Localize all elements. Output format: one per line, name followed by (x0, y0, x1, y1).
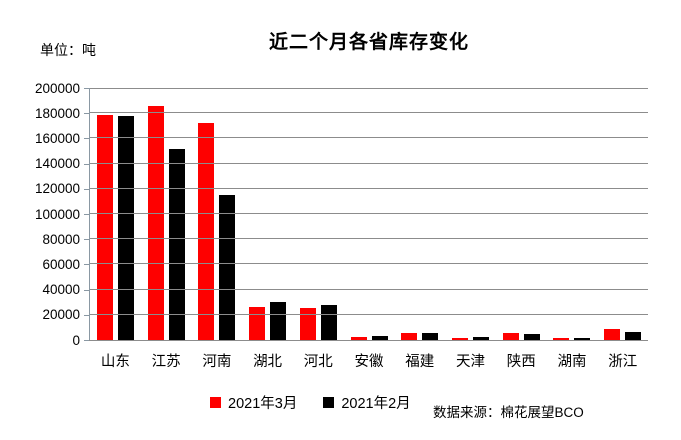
y-axis-label: 40000 (42, 282, 80, 298)
category-group (394, 88, 445, 340)
category-group (293, 88, 344, 340)
y-axis-label: 120000 (34, 181, 80, 197)
x-axis-line (89, 340, 648, 341)
x-axis-label: 天津 (456, 354, 485, 370)
y-axis-label: 200000 (34, 80, 80, 96)
bar (320, 304, 337, 340)
x-axis-label: 山东 (100, 354, 130, 370)
bar (422, 333, 439, 340)
gridline (90, 112, 648, 114)
y-axis-label: 100000 (34, 206, 80, 222)
x-axis-label: 江苏 (151, 354, 181, 370)
gridline (90, 313, 648, 315)
bar (249, 306, 266, 340)
gridline (90, 88, 648, 89)
data-source: 数据来源：棉花展望BCO (433, 405, 584, 420)
gridline (90, 187, 648, 189)
legend-item: 2021年3月 (210, 392, 297, 413)
gridline (90, 162, 648, 164)
y-tick-mark (84, 188, 89, 190)
x-axis-label: 安徽 (354, 354, 384, 370)
category-group (445, 88, 496, 340)
legend-swatch-icon (210, 397, 221, 408)
bar (604, 329, 621, 340)
bar-groups (90, 88, 648, 340)
bar (553, 337, 570, 340)
chart-title: 近二个月各省库存变化 (268, 32, 469, 53)
y-tick-mark (84, 264, 89, 266)
category-group (191, 88, 242, 340)
y-axis-label: 0 (72, 332, 80, 348)
gridline (90, 213, 648, 214)
y-tick-mark (84, 138, 89, 140)
bar (299, 307, 316, 340)
bar (96, 114, 113, 340)
legend-item: 2021年2月 (323, 392, 411, 413)
bar (270, 301, 287, 340)
y-axis-label: 20000 (42, 307, 80, 323)
x-axis-label: 陕西 (506, 354, 536, 370)
bar (502, 333, 519, 340)
bar (473, 336, 489, 340)
y-axis-label: 160000 (34, 130, 80, 146)
gridline (90, 137, 648, 139)
category-group (344, 88, 395, 340)
y-tick-mark (84, 314, 89, 316)
gridline (90, 238, 648, 240)
category-group (242, 88, 293, 340)
category-group (90, 88, 141, 340)
x-axis-label: 河南 (202, 354, 232, 370)
bar (625, 332, 642, 340)
y-tick-mark (84, 163, 89, 165)
bar (168, 148, 185, 340)
y-axis-label: 60000 (42, 256, 80, 272)
legend-item-label: 2021年3月 (228, 396, 298, 412)
bar (219, 195, 236, 340)
y-axis-label: 180000 (34, 105, 80, 121)
bar (401, 333, 418, 340)
plot-area (84, 88, 648, 341)
y-axis: 0 20000 40000 60000 80000 100000 120000 140000 1… (0, 81, 80, 348)
y-tick-mark (84, 340, 89, 341)
bar (574, 338, 591, 340)
gridline (90, 288, 648, 290)
x-axis-label: 湖南 (557, 354, 587, 370)
x-axis-label: 河北 (303, 354, 333, 370)
y-tick-mark (84, 113, 89, 115)
category-group (597, 88, 648, 340)
y-axis-label: 80000 (42, 231, 80, 247)
gridline (90, 263, 648, 265)
x-axis-labels: 山东 江苏 河南 湖北 河北 安徽 福建 天津 陕西 湖南 浙江 (90, 350, 648, 371)
category-group (141, 88, 192, 340)
bar (523, 333, 540, 340)
bar (371, 336, 388, 340)
legend-swatch-icon (323, 397, 335, 408)
bar (117, 115, 134, 340)
legend: 2021年3月 2021年2月 (210, 392, 411, 413)
legend-item-label: 2021年2月 (341, 396, 411, 412)
y-axis-line (89, 88, 90, 341)
y-tick-mark (84, 214, 89, 215)
category-group (547, 88, 598, 340)
bar (198, 123, 215, 340)
x-axis-label: 浙江 (608, 354, 638, 370)
bar (452, 338, 468, 340)
x-axis-label: 福建 (405, 354, 435, 370)
bar (350, 336, 367, 340)
category-group (496, 88, 547, 340)
y-axis-label: 140000 (34, 156, 80, 172)
unit-label: 单位：吨 (40, 42, 96, 58)
y-tick-mark (84, 289, 89, 291)
x-axis-label: 湖北 (253, 354, 283, 370)
y-tick-mark (84, 239, 89, 241)
y-tick-mark (84, 88, 89, 89)
bar (147, 105, 164, 340)
